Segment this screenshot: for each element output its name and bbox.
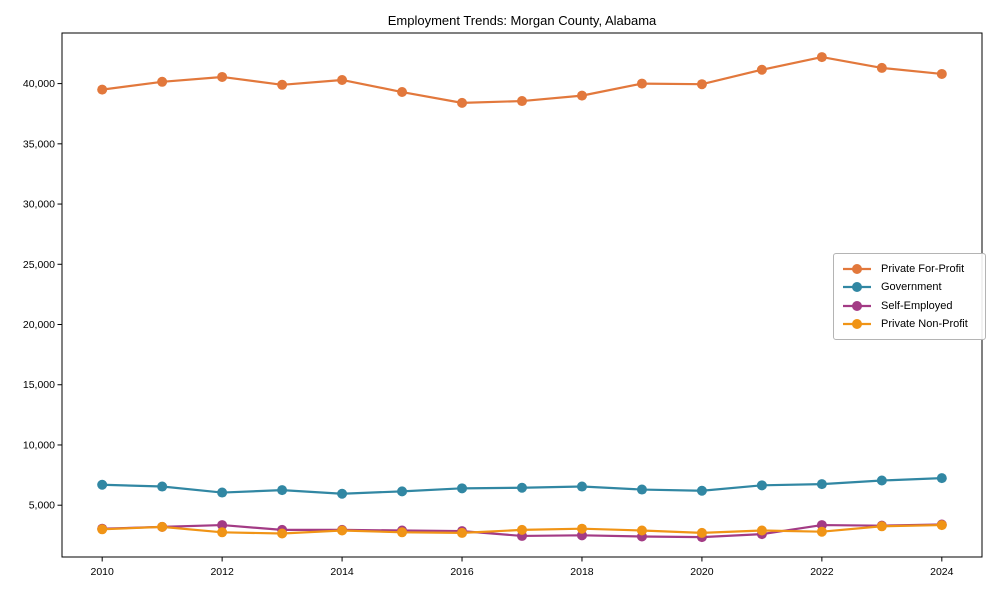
data-point bbox=[936, 473, 947, 484]
data-point bbox=[876, 475, 887, 486]
data-point bbox=[397, 527, 408, 538]
data-point bbox=[936, 520, 947, 531]
legend-label: Government bbox=[881, 281, 942, 294]
data-point bbox=[337, 525, 348, 536]
data-point bbox=[97, 479, 108, 490]
data-point bbox=[696, 485, 707, 496]
legend-marker-icon bbox=[843, 318, 871, 329]
y-tick-label: 10,000 bbox=[23, 439, 55, 451]
x-tick-label: 2012 bbox=[210, 566, 234, 578]
data-point bbox=[756, 64, 767, 75]
x-tick-label: 2024 bbox=[930, 566, 954, 578]
data-point bbox=[756, 480, 767, 491]
data-point bbox=[936, 68, 947, 79]
legend-item: Private Non-Profit bbox=[842, 315, 977, 333]
x-tick-label: 2016 bbox=[450, 566, 474, 578]
data-point bbox=[397, 486, 408, 497]
legend-item: Government bbox=[842, 278, 977, 296]
legend-marker-icon bbox=[843, 282, 871, 293]
legend-label: Private Non-Profit bbox=[881, 317, 968, 330]
legend-marker-icon bbox=[843, 300, 871, 311]
data-point bbox=[517, 524, 527, 535]
data-point bbox=[876, 521, 887, 532]
data-point bbox=[876, 62, 887, 73]
data-point bbox=[337, 488, 348, 499]
data-point bbox=[696, 527, 707, 538]
data-point bbox=[217, 487, 228, 498]
x-tick-label: 2020 bbox=[690, 566, 714, 578]
data-point bbox=[157, 76, 168, 87]
data-point bbox=[457, 483, 468, 494]
data-point bbox=[337, 74, 348, 85]
legend-marker-icon bbox=[843, 264, 871, 275]
data-point bbox=[397, 87, 408, 98]
data-point bbox=[636, 78, 647, 89]
legend-label: Private For-Profit bbox=[881, 263, 965, 276]
legend-item: Self-Employed bbox=[842, 297, 977, 315]
data-point bbox=[277, 528, 288, 539]
chart-title: Employment Trends: Morgan County, Alabam… bbox=[387, 13, 657, 28]
data-point bbox=[636, 484, 647, 495]
data-point bbox=[277, 79, 288, 90]
series-line bbox=[101, 55, 943, 104]
data-point bbox=[277, 485, 288, 496]
y-tick-label: 30,000 bbox=[23, 199, 55, 211]
data-point bbox=[576, 90, 587, 101]
data-point bbox=[97, 84, 108, 95]
data-point bbox=[816, 526, 827, 537]
data-point bbox=[816, 479, 827, 490]
series-private-non-profit bbox=[97, 520, 947, 539]
y-tick-label: 40,000 bbox=[23, 78, 55, 90]
y-tick-label: 5,000 bbox=[29, 500, 55, 512]
data-point bbox=[157, 481, 168, 492]
y-tick-label: 15,000 bbox=[23, 379, 55, 391]
data-point bbox=[696, 79, 707, 90]
data-point bbox=[816, 52, 827, 63]
data-point bbox=[636, 525, 647, 536]
data-point bbox=[97, 524, 108, 535]
y-tick-label: 25,000 bbox=[23, 259, 55, 271]
legend-label: Self-Employed bbox=[881, 299, 953, 312]
data-point bbox=[157, 521, 168, 532]
y-tick-label: 20,000 bbox=[23, 319, 55, 331]
data-point bbox=[217, 71, 228, 82]
data-point bbox=[457, 97, 468, 108]
data-point bbox=[217, 520, 228, 531]
series-government bbox=[97, 473, 947, 499]
x-tick-label: 2022 bbox=[810, 566, 834, 578]
data-point bbox=[217, 527, 228, 538]
data-point bbox=[517, 482, 527, 493]
legend-item: Private For-Profit bbox=[842, 260, 977, 278]
data-point bbox=[756, 525, 767, 536]
x-tick-label: 2018 bbox=[570, 566, 594, 578]
data-point bbox=[517, 96, 527, 107]
data-point bbox=[457, 527, 468, 538]
series-private-for-profit bbox=[97, 52, 947, 108]
data-point bbox=[576, 481, 587, 492]
y-tick-label: 35,000 bbox=[23, 138, 55, 150]
x-tick-label: 2014 bbox=[330, 566, 354, 578]
legend: Private For-Profit Government Self-Employe… bbox=[833, 253, 986, 340]
data-point bbox=[576, 523, 587, 534]
x-tick-label: 2010 bbox=[91, 566, 115, 578]
